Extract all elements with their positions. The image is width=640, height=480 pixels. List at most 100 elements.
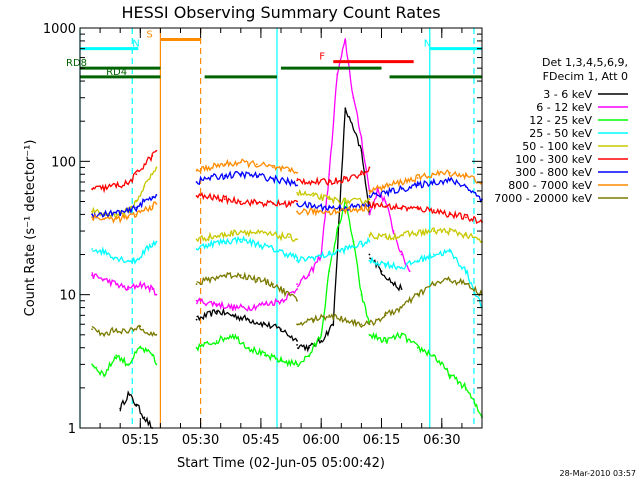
data-point [400,333,403,336]
data-point [135,206,138,209]
series-line [196,288,298,312]
data-point [91,188,93,190]
data-point [155,166,158,169]
series-line [91,201,157,224]
data-point [328,253,331,256]
series-line [196,170,298,187]
state-bar-label: F [319,52,325,63]
data-point [352,96,355,99]
data-point [155,363,158,366]
data-point [215,303,218,305]
data-point [127,393,130,395]
data-point [239,173,242,176]
series-300-800-kev [91,170,483,220]
data-point [135,173,138,176]
data-point [296,210,298,213]
data-point [115,184,118,187]
series-6-12-kev [91,38,411,312]
data-point [280,299,282,302]
legend-label: 25 - 50 keV [529,127,592,140]
data-point [207,243,210,245]
data-point [465,174,467,177]
data-point [135,200,138,203]
data-point [360,173,363,176]
data-point [380,270,383,273]
data-point [223,234,226,236]
data-point [103,278,106,281]
series-line [368,227,483,244]
data-point [247,318,250,321]
data-point [135,213,138,216]
series-line [369,257,403,292]
data-point [247,346,250,349]
data-point [384,185,387,188]
data-point [432,173,435,176]
data-point [360,243,363,245]
x-tick-label: 05:15 [122,433,159,448]
data-point [384,191,387,194]
series-line [296,167,371,187]
data-point [312,181,315,183]
data-point [368,240,371,243]
legend-label: 300 - 800 keV [515,166,592,179]
data-point [368,190,371,192]
series-line [119,390,153,429]
data-point [239,230,242,232]
data-point [308,346,311,349]
data-point [465,216,467,219]
data-point [376,190,379,192]
data-point [296,363,298,366]
data-point [91,216,93,219]
data-point [207,236,210,239]
data-point [272,202,274,205]
data-point [288,202,290,205]
data-point [344,209,347,212]
data-point [368,198,371,201]
legend-label: 3 - 6 keV [543,88,592,101]
data-point [400,306,403,309]
x-tick-label: 05:45 [242,433,279,448]
data-point [296,288,298,291]
data-point [360,136,363,139]
data-point [115,212,118,214]
data-point [448,230,451,232]
state-bar-label: N [132,39,139,50]
data-point [432,230,435,232]
data-point [296,171,298,174]
series-25-50-kev [91,235,483,309]
footer-date: 28-Mar-2010 03:57 [560,469,637,478]
data-point [416,184,419,187]
series-line [296,313,370,328]
data-point [392,283,395,286]
data-point [195,195,198,197]
series-line [92,239,157,266]
legend-header: FDecim 1, Att 0 [543,70,628,83]
series-line [91,324,157,338]
data-point [416,259,419,262]
data-point [296,259,298,262]
legend-label: 12 - 25 keV [529,114,592,127]
series-line [196,228,298,243]
data-point [143,250,146,253]
series-line [91,272,157,296]
data-point [432,253,435,256]
data-point [151,196,154,198]
data-point [155,149,158,152]
series-line [296,108,371,353]
x-tick-label: 05:30 [182,433,219,448]
data-point [115,328,118,331]
data-point [139,283,142,286]
series-line [91,194,157,220]
series-line [196,271,298,302]
data-point [384,205,387,208]
data-point [91,210,93,213]
series-line [369,176,483,204]
series-line [196,158,298,175]
data-point [231,333,234,336]
data-point [135,403,138,406]
data-point [119,407,122,410]
legend-label: 800 - 7000 keV [508,179,592,192]
